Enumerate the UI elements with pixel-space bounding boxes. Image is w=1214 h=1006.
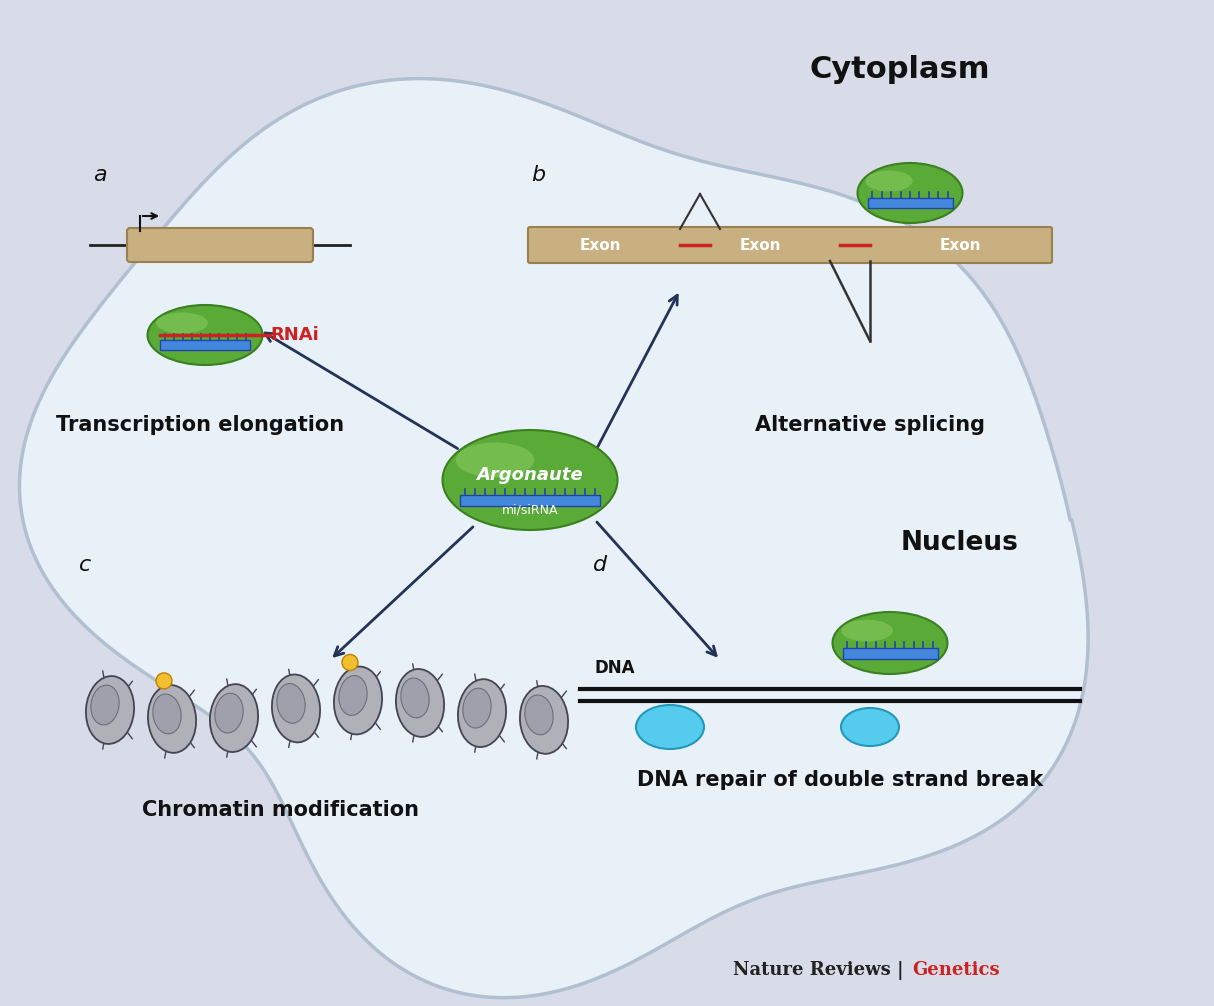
Ellipse shape [841,708,900,746]
Ellipse shape [91,685,119,725]
Ellipse shape [833,612,947,674]
Ellipse shape [458,679,506,747]
Text: Exon: Exon [739,237,781,253]
FancyBboxPatch shape [528,227,1053,263]
Ellipse shape [841,620,892,642]
Ellipse shape [442,430,618,530]
Polygon shape [19,78,1088,998]
Ellipse shape [210,684,259,752]
Text: Argonaute: Argonaute [477,466,584,484]
Ellipse shape [272,674,320,742]
Ellipse shape [455,443,534,478]
Circle shape [157,673,172,689]
Text: DNA: DNA [595,659,635,677]
Text: Genetics: Genetics [912,961,999,979]
Text: a: a [93,165,107,185]
Text: Alternative splicing: Alternative splicing [755,415,985,435]
Ellipse shape [866,170,913,191]
Text: Transcription elongation: Transcription elongation [56,415,344,435]
Ellipse shape [463,688,492,728]
Text: Cytoplasm: Cytoplasm [810,55,991,83]
Bar [868,198,953,208]
Text: mi/siRNA: mi/siRNA [501,503,558,516]
Ellipse shape [334,667,382,734]
Ellipse shape [636,705,704,749]
Text: RNAi: RNAi [270,326,319,344]
Ellipse shape [520,686,568,753]
Bar [460,495,600,505]
Ellipse shape [277,683,305,723]
Ellipse shape [524,695,554,734]
Text: DNA repair of double strand break: DNA repair of double strand break [637,770,1043,790]
Ellipse shape [401,678,429,718]
Text: Nucleus: Nucleus [901,530,1019,556]
Ellipse shape [148,685,197,752]
Text: Exon: Exon [579,237,620,253]
Text: c: c [79,555,91,575]
Ellipse shape [153,694,181,733]
Text: Nature Reviews |: Nature Reviews | [733,961,910,980]
Text: d: d [592,555,607,575]
Text: Exon: Exon [940,237,981,253]
Ellipse shape [857,163,963,223]
FancyBboxPatch shape [127,228,313,262]
Bar [843,648,937,659]
Bar [160,340,250,350]
Ellipse shape [339,676,367,715]
Ellipse shape [157,313,208,334]
Text: b: b [531,165,545,185]
Text: Chromatin modification: Chromatin modification [142,800,419,820]
Ellipse shape [147,305,262,365]
Circle shape [342,655,358,670]
Ellipse shape [215,693,243,733]
Ellipse shape [396,669,444,736]
Ellipse shape [86,676,134,743]
